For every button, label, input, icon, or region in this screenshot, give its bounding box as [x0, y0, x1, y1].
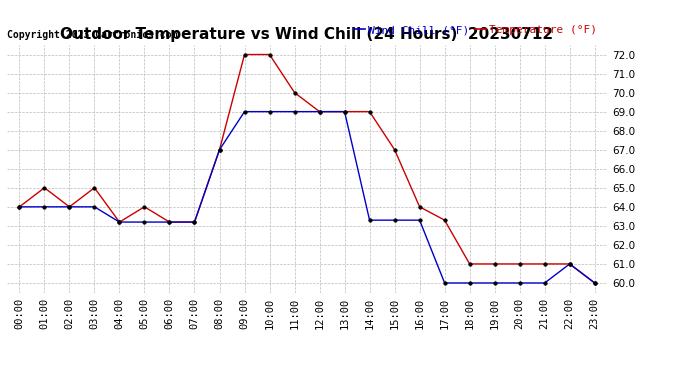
Wind Chill (°F)	[366, 218, 374, 222]
Temperature (°F)	[466, 262, 474, 266]
Temperature (°F)	[366, 110, 374, 114]
Wind Chill (°F)	[290, 110, 299, 114]
Wind Chill (°F)	[66, 205, 74, 209]
Temperature (°F)	[315, 110, 324, 114]
Temperature (°F)	[190, 220, 199, 224]
Wind Chill (°F)	[515, 281, 524, 285]
Wind Chill (°F)	[90, 205, 99, 209]
Wind Chill (°F)	[491, 281, 499, 285]
Wind Chill (°F)	[391, 218, 399, 222]
Text: Copyright 2023 Cartronics.com: Copyright 2023 Cartronics.com	[7, 30, 177, 40]
Wind Chill (°F)	[591, 281, 599, 285]
Wind Chill (°F)	[115, 220, 124, 224]
Wind Chill (°F)	[266, 110, 274, 114]
Temperature (°F)	[540, 262, 549, 266]
Wind Chill (°F)	[166, 220, 174, 224]
Temperature (°F)	[90, 186, 99, 190]
Wind Chill (°F)	[540, 281, 549, 285]
Temperature (°F)	[66, 205, 74, 209]
Wind Chill (°F)	[315, 110, 324, 114]
Temperature (°F)	[391, 147, 399, 152]
Temperature (°F)	[140, 205, 148, 209]
Wind Chill (°F)	[15, 205, 23, 209]
Temperature (°F)	[340, 110, 348, 114]
Temperature (°F)	[40, 186, 48, 190]
Wind Chill (°F)	[415, 218, 424, 222]
Temperature (°F)	[415, 205, 424, 209]
Temperature (°F)	[591, 281, 599, 285]
Wind Chill (°F)	[140, 220, 148, 224]
Wind Chill (°F)	[40, 205, 48, 209]
Temperature (°F)	[166, 220, 174, 224]
Line: Temperature (°F): Temperature (°F)	[18, 53, 596, 285]
Temperature (°F)	[515, 262, 524, 266]
Temperature (°F)	[491, 262, 499, 266]
Line: Wind Chill (°F): Wind Chill (°F)	[18, 110, 596, 285]
Wind Chill (°F)	[215, 147, 224, 152]
Temperature (°F)	[290, 90, 299, 95]
Temperature (°F)	[440, 218, 449, 222]
Temperature (°F)	[266, 52, 274, 57]
Legend: Wind Chill (°F), Temperature (°F): Wind Chill (°F), Temperature (°F)	[349, 21, 602, 40]
Wind Chill (°F)	[466, 281, 474, 285]
Temperature (°F)	[240, 52, 248, 57]
Wind Chill (°F)	[240, 110, 248, 114]
Temperature (°F)	[115, 220, 124, 224]
Title: Outdoor Temperature vs Wind Chill (24 Hours)  20230712: Outdoor Temperature vs Wind Chill (24 Ho…	[61, 27, 553, 42]
Wind Chill (°F)	[340, 110, 348, 114]
Temperature (°F)	[566, 262, 574, 266]
Temperature (°F)	[15, 205, 23, 209]
Wind Chill (°F)	[440, 281, 449, 285]
Temperature (°F)	[215, 147, 224, 152]
Wind Chill (°F)	[190, 220, 199, 224]
Wind Chill (°F)	[566, 262, 574, 266]
